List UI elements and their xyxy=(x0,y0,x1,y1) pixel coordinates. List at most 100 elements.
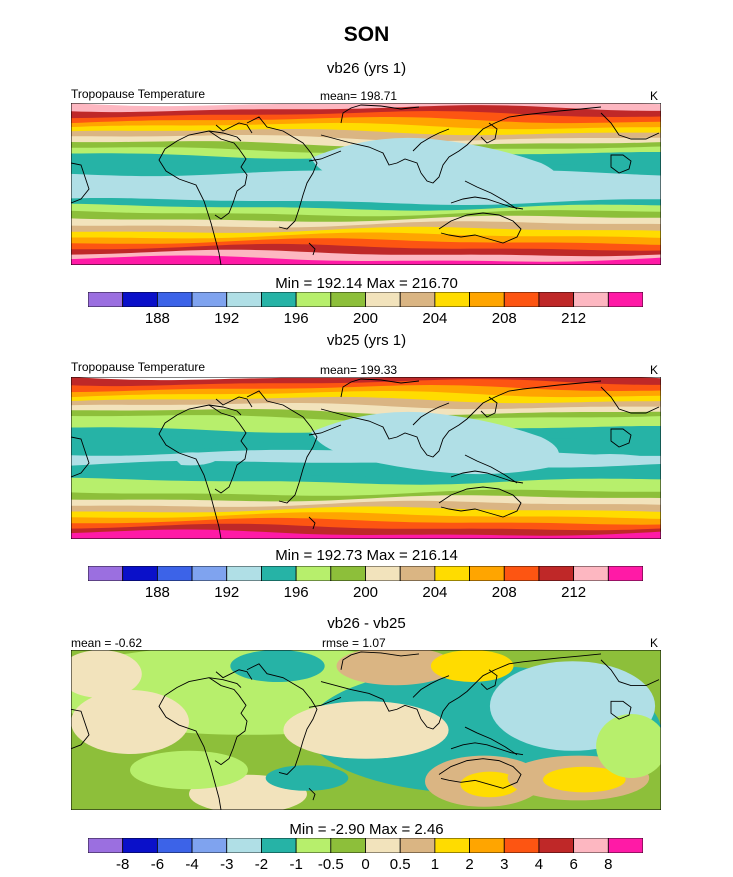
colorbar-tick-label: 192 xyxy=(214,310,240,327)
coastline xyxy=(421,107,601,183)
colorbar-box xyxy=(295,838,332,853)
coastline xyxy=(481,123,497,143)
panel1-map xyxy=(71,103,661,265)
difference-region xyxy=(71,650,142,698)
colorbar-box xyxy=(191,838,228,853)
coastline xyxy=(309,425,341,435)
colorbar-box xyxy=(503,838,540,853)
colorbar-box xyxy=(607,566,643,581)
colorbar-box xyxy=(330,292,366,307)
colorbar-box xyxy=(503,566,540,581)
colorbar-box xyxy=(88,838,124,853)
panel2-min-max: Min = 192.73 Max = 216.14 xyxy=(275,547,458,564)
temperature-band xyxy=(71,255,661,265)
colorbar-box xyxy=(122,292,158,307)
panel2-colorbar xyxy=(88,566,643,581)
difference-region xyxy=(265,765,349,791)
colorbar-box xyxy=(469,838,505,853)
difference-region xyxy=(283,701,449,759)
colorbar-tick-label: -1 xyxy=(289,856,303,873)
coastline xyxy=(611,701,631,719)
panel1-min-max: Min = 192.14 Max = 216.70 xyxy=(275,275,458,292)
coastline xyxy=(451,471,523,483)
colorbar-box xyxy=(261,292,297,307)
colorbar-tick-label: 200 xyxy=(352,584,379,601)
coastline xyxy=(601,387,659,413)
colorbar-tick-label: -0.5 xyxy=(317,856,344,873)
colorbar-box xyxy=(434,566,470,581)
colorbar-tick-label: 188 xyxy=(144,310,170,327)
coastline xyxy=(216,397,252,407)
panel1-mean-label: mean= 198.71 xyxy=(320,89,398,103)
colorbar-tick-label: 212 xyxy=(561,310,587,327)
colorbar-tick-label: 192 xyxy=(214,584,240,601)
panel2-mean-label: mean= 199.33 xyxy=(320,363,398,377)
coastline xyxy=(309,151,341,161)
colorbar-box xyxy=(365,292,401,307)
cold-region xyxy=(311,411,559,475)
coastline xyxy=(481,670,497,690)
coastline xyxy=(439,487,521,517)
colorbar-box xyxy=(607,838,643,853)
coastline xyxy=(439,213,521,243)
panel3-units-label: K xyxy=(650,636,659,650)
colorbar-box xyxy=(330,566,366,581)
coastline xyxy=(209,405,247,493)
colorbar-box xyxy=(538,292,575,307)
colorbar-box xyxy=(226,566,262,581)
colorbar-box xyxy=(503,292,540,307)
colorbar-tick-label: 3 xyxy=(500,856,509,873)
difference-region xyxy=(596,714,661,778)
colorbar-box xyxy=(156,566,193,581)
panel2-map xyxy=(71,377,661,539)
coastline xyxy=(465,181,517,209)
coastline xyxy=(611,429,631,447)
colorbar-tick-label: -2 xyxy=(254,856,269,873)
colorbar-box xyxy=(365,566,401,581)
coastline xyxy=(209,131,247,219)
coastline xyxy=(321,409,421,447)
cold-region xyxy=(311,137,559,201)
colorbar-box xyxy=(538,838,575,853)
colorbar-box xyxy=(191,566,228,581)
coastline xyxy=(421,381,601,457)
coastline xyxy=(159,678,241,810)
difference-region xyxy=(543,766,626,793)
coastline xyxy=(341,652,419,670)
coastline xyxy=(309,788,315,800)
colorbar-box xyxy=(573,566,609,581)
coastline xyxy=(465,455,517,483)
coastline xyxy=(159,131,241,265)
difference-region xyxy=(71,690,189,754)
panel3-rmse-label: rmse = 1.07 xyxy=(322,636,386,650)
colorbar-tick-label: 212 xyxy=(561,584,587,601)
panel1-colorbar xyxy=(88,292,643,307)
panel1-units-label: K xyxy=(650,89,659,103)
coastline xyxy=(601,113,659,139)
coastline xyxy=(439,759,521,789)
colorbar-box xyxy=(295,566,332,581)
coastline xyxy=(216,123,252,133)
coastline xyxy=(216,670,252,680)
difference-region xyxy=(336,650,455,686)
difference-region xyxy=(130,750,248,790)
coastline xyxy=(413,403,449,425)
coastline xyxy=(601,660,659,686)
colorbar-box xyxy=(573,838,609,853)
colorbar-tick-label: -6 xyxy=(150,856,165,873)
panel3-colorbar xyxy=(88,838,643,853)
colorbar-box xyxy=(261,566,297,581)
colorbar-tick-label: 8 xyxy=(604,856,613,873)
colorbar-tick-label: 2 xyxy=(465,856,474,873)
colorbar-box xyxy=(122,838,158,853)
colorbar-tick-label: -8 xyxy=(116,856,130,873)
panel3-map xyxy=(71,650,661,810)
coastline xyxy=(451,197,523,209)
colorbar-tick-label: -3 xyxy=(220,856,234,873)
colorbar-box xyxy=(156,292,193,307)
coastline xyxy=(247,391,317,503)
coastline xyxy=(321,682,421,720)
colorbar-tick-label: 0 xyxy=(361,856,370,873)
colorbar-tick-label: 6 xyxy=(569,856,578,873)
difference-region xyxy=(430,650,514,682)
